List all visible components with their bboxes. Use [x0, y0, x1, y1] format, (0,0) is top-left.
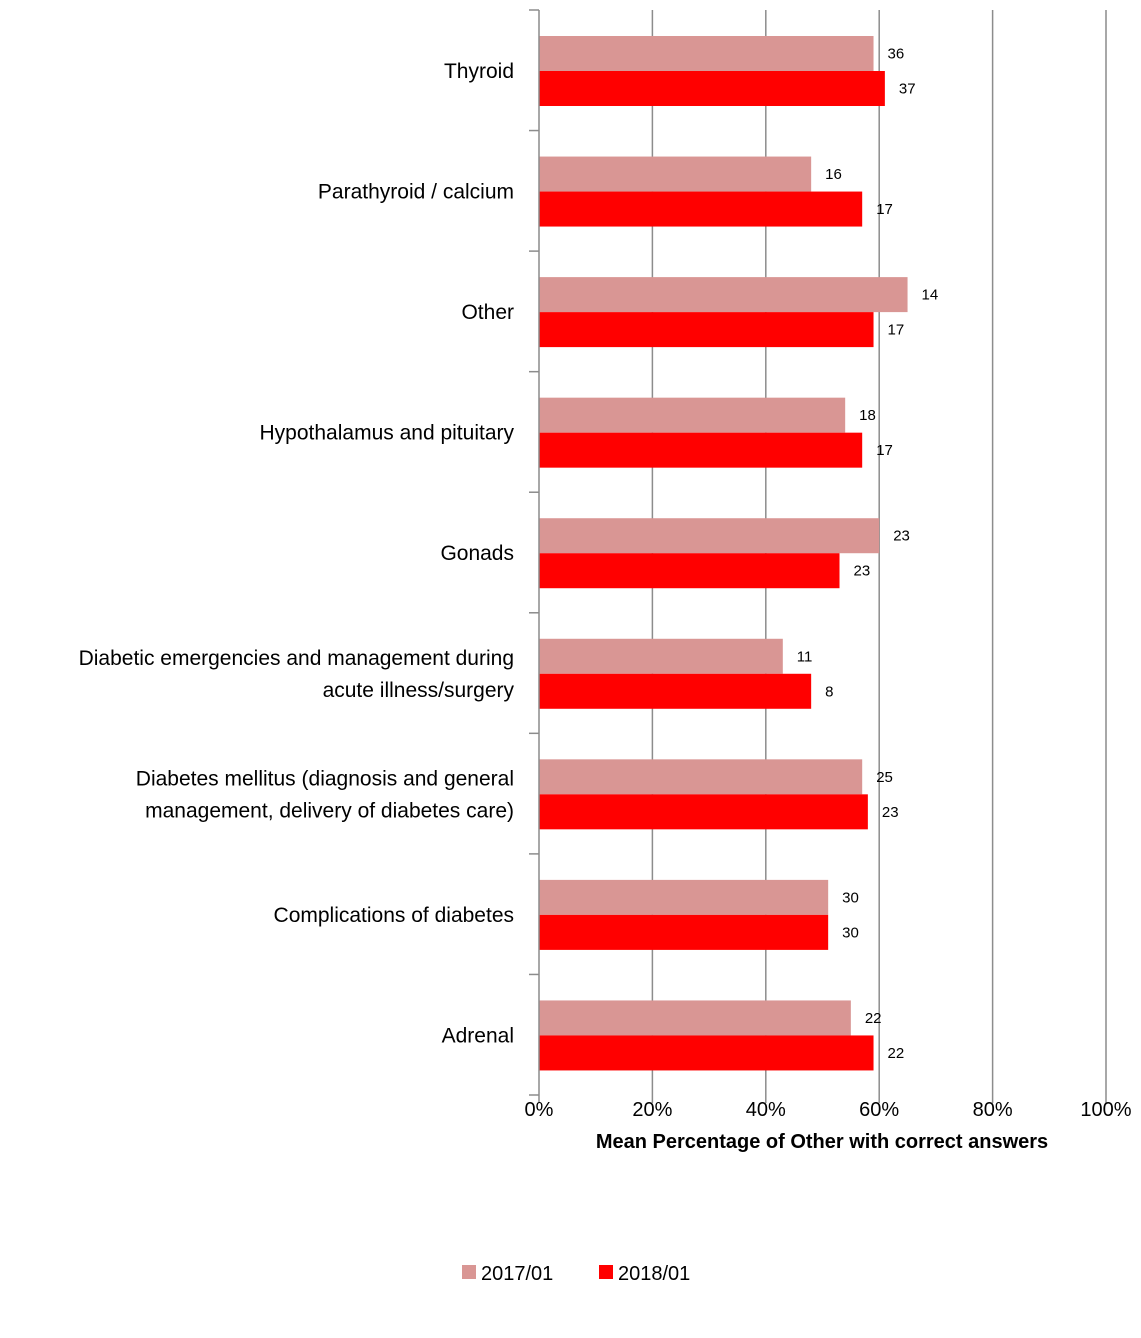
bar-2018-01: [539, 553, 840, 589]
legend: 2017/01 2018/01: [462, 1263, 690, 1285]
legend-label: 2017/01: [481, 1263, 553, 1285]
category-label: Diabetic emergencies and management duri…: [79, 647, 514, 670]
x-tick-label: 100%: [1080, 1099, 1131, 1121]
bar-2017-01: [539, 397, 846, 433]
bar-2018-01: [539, 794, 868, 830]
legend-swatch: [599, 1265, 613, 1279]
bar-2018-01: [539, 312, 874, 348]
data-label: 23: [882, 804, 899, 821]
bar-2017-01: [539, 518, 880, 554]
category-label: Diabetes mellitus (diagnosis and general: [136, 767, 514, 790]
data-label: 23: [893, 528, 910, 545]
x-axis-title: Mean Percentage of Other with correct an…: [596, 1131, 1048, 1153]
category-label: Complications of diabetes: [274, 904, 514, 927]
x-tick-labels: 0% 20% 40% 60% 80% 100%: [525, 1099, 1132, 1121]
data-label: 37: [899, 81, 916, 98]
category-label: Other: [461, 301, 514, 324]
x-tick-label: 60%: [859, 1099, 899, 1121]
category-label: Parathyroid / calcium: [318, 181, 514, 204]
data-label: 8: [825, 683, 833, 700]
bar-2017-01: [539, 638, 783, 674]
data-label: 11: [797, 648, 813, 665]
data-label: 14: [922, 287, 939, 304]
bar-2017-01: [539, 1000, 851, 1036]
bar-2018-01: [539, 432, 863, 468]
bar-2018-01: [539, 71, 885, 106]
bar-2017-01: [539, 36, 874, 71]
data-label: 17: [876, 442, 893, 459]
bar-2018-01: [539, 914, 829, 950]
bar-2017-01: [539, 759, 863, 795]
x-tick-label: 20%: [632, 1099, 672, 1121]
bars: [539, 36, 908, 1071]
category-label: Thyroid: [444, 60, 514, 83]
data-label: 36: [888, 46, 905, 63]
x-tick-label: 80%: [973, 1099, 1013, 1121]
data-label: 18: [859, 407, 876, 424]
bar-2017-01: [539, 277, 908, 313]
y-axis: [529, 9, 1107, 1103]
legend-label: 2018/01: [618, 1263, 690, 1285]
data-label: 23: [854, 563, 871, 580]
category-label: acute illness/surgery: [323, 679, 515, 702]
category-labels: Thyroid Parathyroid / calcium Other Hypotha…: [79, 60, 515, 1047]
x-tick-label: 40%: [746, 1099, 786, 1121]
data-label: 25: [876, 769, 893, 786]
bar-2017-01: [539, 156, 812, 192]
category-label: Gonads: [440, 542, 514, 565]
data-labels: 36 37 16 17 14 17 18 17 23 23 11 8 25 23 30 30 22 22: [797, 46, 938, 1062]
bar-2018-01: [539, 673, 812, 709]
category-label: Adrenal: [442, 1024, 514, 1047]
category-label: management, delivery of diabetes care): [145, 799, 514, 822]
data-label: 30: [842, 889, 859, 906]
data-label: 17: [876, 201, 893, 218]
bar-2018-01: [539, 1035, 874, 1071]
category-label: Hypothalamus and pituitary: [260, 422, 515, 445]
data-label: 22: [865, 1010, 882, 1027]
legend-swatch: [462, 1265, 476, 1279]
data-label: 17: [888, 322, 905, 339]
data-label: 22: [888, 1045, 905, 1062]
bar-2017-01: [539, 879, 829, 915]
bar-2018-01: [539, 191, 863, 227]
data-label: 16: [825, 166, 842, 183]
x-tick-label: 0%: [525, 1099, 554, 1121]
data-label: 30: [842, 924, 859, 941]
